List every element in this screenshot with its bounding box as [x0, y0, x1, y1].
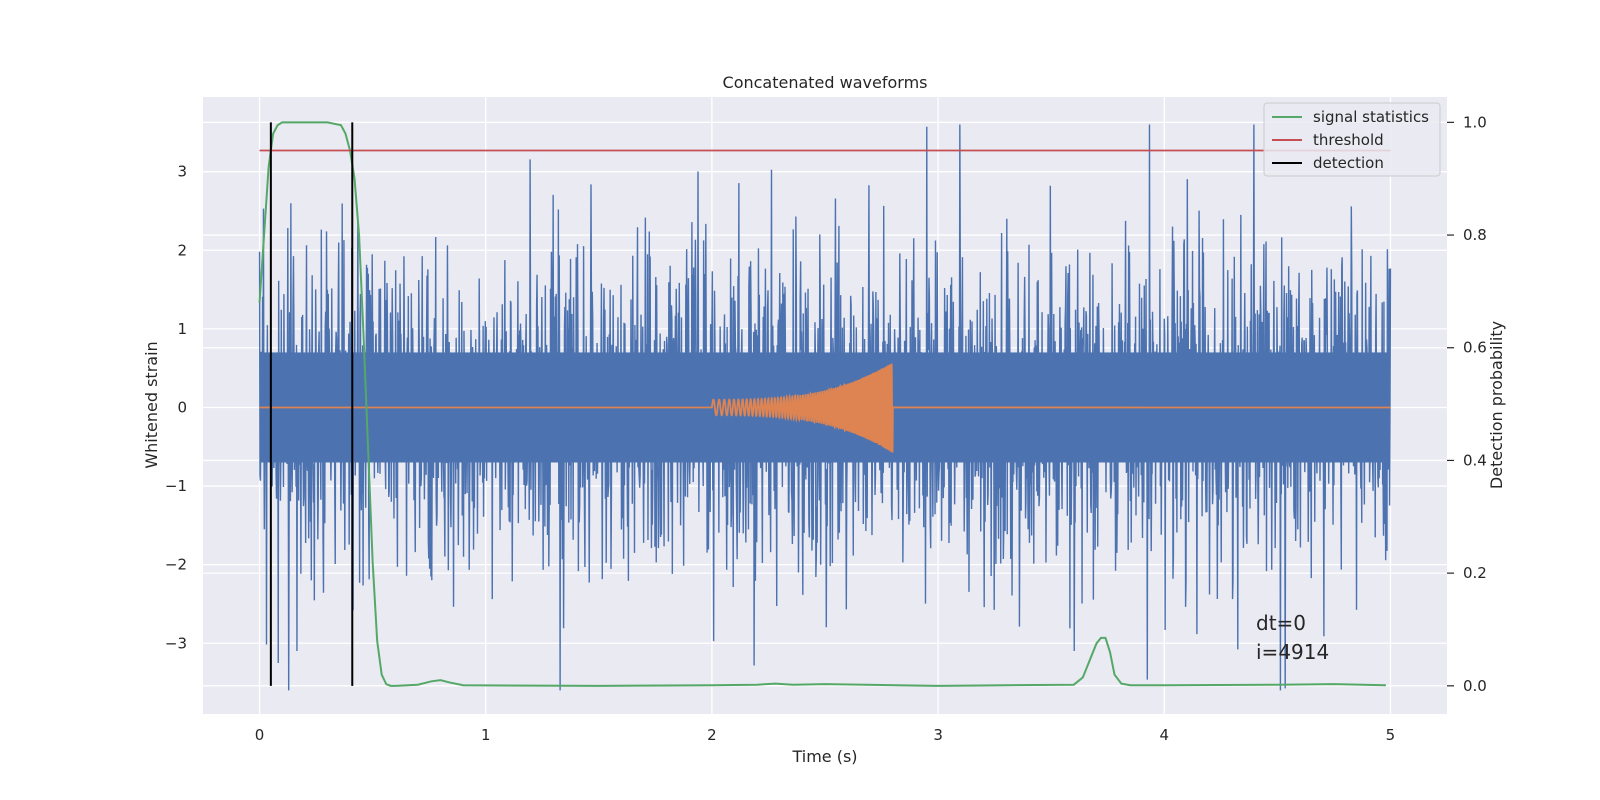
- signal-statistics-line: [258, 121, 1386, 687]
- y-axis-label: Whitened strain: [142, 341, 161, 468]
- y2-axis-label: Detection probability: [1487, 321, 1506, 489]
- x-axis-label: Time (s): [791, 747, 857, 766]
- chart-title: Concatenated waveforms: [723, 73, 928, 92]
- legend: signal statistics threshold detection: [1263, 102, 1441, 177]
- y2-tick-label: 0.2: [1463, 564, 1487, 582]
- y-tick-label: 2: [177, 241, 187, 259]
- legend-label-signal-statistics: signal statistics: [1313, 108, 1429, 126]
- legend-label-threshold: threshold: [1313, 131, 1384, 149]
- axes-ticks: 0 1 2 3 4 5 −3 −2 −1 0 1 2 3 0.0 0.2 0.4 0.6 0.8 1.0: [165, 113, 1487, 744]
- x-tick-label: 1: [481, 726, 491, 744]
- x-tick-label: 0: [255, 726, 265, 744]
- annotation-dt: dt=0: [1256, 611, 1306, 635]
- legend-label-detection: detection: [1313, 154, 1384, 172]
- y2-tick-label: 0.6: [1463, 339, 1487, 357]
- y-tick-label: −2: [165, 556, 187, 574]
- y-tick-label: 3: [177, 163, 187, 181]
- plot-area: [258, 121, 1392, 691]
- y2-tick-label: 1.0: [1463, 113, 1487, 131]
- y2-tick-label: 0.0: [1463, 677, 1487, 695]
- x-tick-label: 4: [1159, 726, 1169, 744]
- y-tick-label: 0: [177, 398, 187, 416]
- y-tick-label: −3: [165, 634, 187, 652]
- x-tick-label: 2: [707, 726, 717, 744]
- x-tick-label: 3: [933, 726, 943, 744]
- y-tick-label: 1: [177, 320, 187, 338]
- annotation-index: i=4914: [1256, 640, 1329, 664]
- y2-tick-label: 0.4: [1463, 451, 1487, 469]
- waveform-series-line: [259, 363, 1391, 453]
- y2-tick-label: 0.8: [1463, 226, 1487, 244]
- legend-box: [1263, 102, 1441, 177]
- y-tick-label: −1: [165, 477, 187, 495]
- x-tick-label: 5: [1386, 726, 1396, 744]
